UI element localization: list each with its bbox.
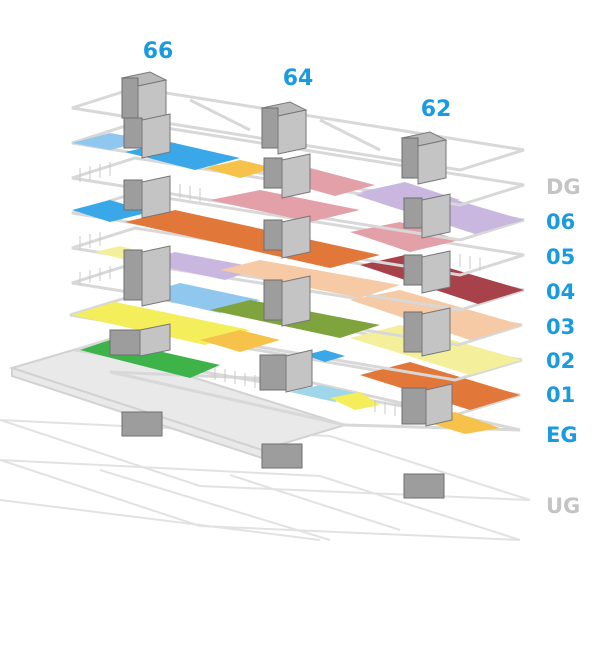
floor-03-hatch <box>79 266 111 285</box>
underground-outlines <box>0 419 531 541</box>
floor-05-hatch <box>79 232 481 271</box>
floor-label-02: 02 <box>546 349 575 373</box>
floor-label-06: 06 <box>546 210 575 234</box>
core-64 <box>259 101 313 469</box>
floor-label-04: 04 <box>546 280 575 304</box>
floor-05 <box>71 191 525 277</box>
floor-label-dg: DG <box>546 175 581 199</box>
building-label-62: 62 <box>421 97 452 122</box>
floor-label-03: 03 <box>546 315 575 339</box>
core-66 <box>109 71 171 437</box>
building-label-64: 64 <box>283 66 314 91</box>
roof-outline <box>71 86 525 172</box>
floor-01-hatch <box>214 367 396 416</box>
core-62 <box>400 131 453 499</box>
floor-label-01: 01 <box>546 383 575 407</box>
floor-label-05: 05 <box>546 245 575 269</box>
building-label-66: 66 <box>143 39 174 64</box>
floor-label-ug: UG <box>546 494 580 518</box>
floor-label-eg: EG <box>546 423 578 447</box>
